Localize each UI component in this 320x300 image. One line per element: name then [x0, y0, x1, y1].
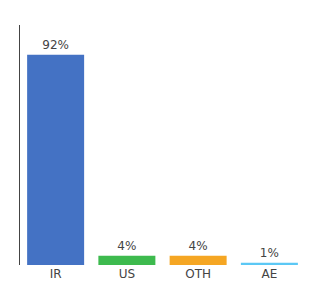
- svg-text:US: US: [119, 267, 135, 281]
- svg-text:IR: IR: [50, 267, 62, 281]
- svg-text:4%: 4%: [117, 239, 136, 253]
- svg-text:4%: 4%: [189, 239, 208, 253]
- svg-text:1%: 1%: [260, 246, 279, 260]
- svg-text:92%: 92%: [42, 38, 69, 52]
- svg-text:AE: AE: [261, 267, 277, 281]
- svg-text:OTH: OTH: [185, 267, 211, 281]
